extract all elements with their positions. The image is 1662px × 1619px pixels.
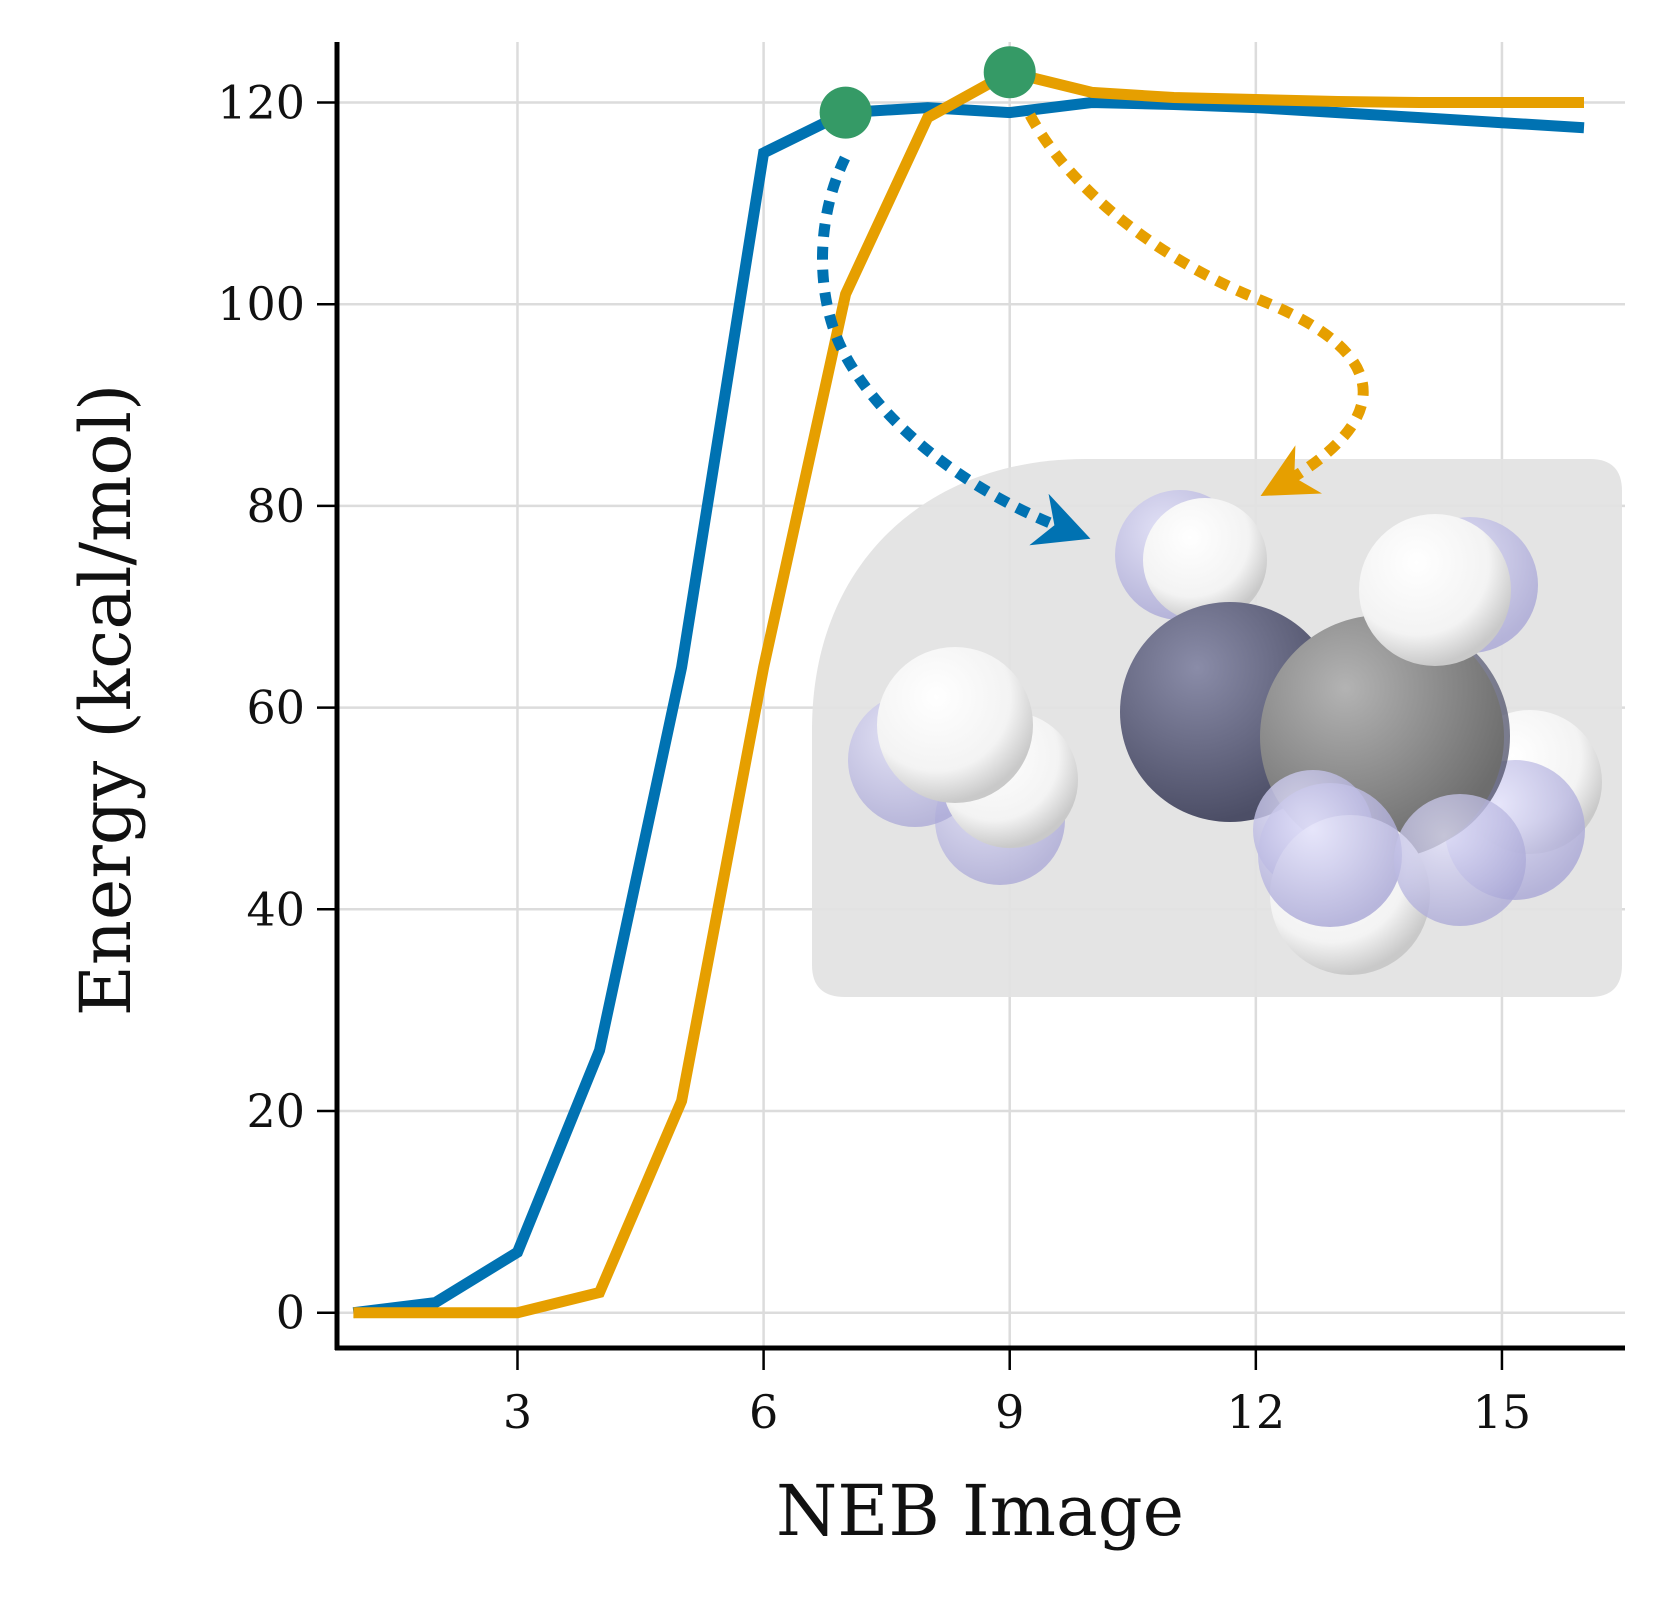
tick-layer: 3 6 9 12 15 0 20 40 60 80 100 120	[217, 76, 1531, 1439]
molecule-inset	[812, 459, 1622, 997]
y-axis-title: Energy (kcal/mol)	[65, 384, 147, 1017]
y-tick-label: 0	[276, 1286, 305, 1340]
series-line-1	[352, 96, 1585, 1319]
y-tick-label: 20	[246, 1084, 305, 1138]
y-tick-label: 60	[246, 681, 305, 735]
pointer-arrows	[817, 112, 1369, 546]
y-tick-label: 80	[246, 479, 305, 533]
x-tick-label: 3	[503, 1385, 532, 1439]
marker-layer	[819, 46, 1036, 139]
y-tick-label: 100	[217, 277, 305, 331]
orange-pointer-arrow	[1025, 112, 1369, 496]
transition-state-marker-2	[983, 46, 1036, 99]
blue-pointer-arrow	[817, 155, 1091, 546]
series-layer	[352, 66, 1585, 1319]
x-tick-label: 15	[1473, 1385, 1532, 1439]
y-tick-label: 40	[246, 882, 305, 936]
x-tick-label: 6	[749, 1385, 778, 1439]
series-line-2	[353, 66, 1584, 1319]
y-tick-label: 120	[217, 76, 305, 130]
molecule-model	[848, 490, 1602, 975]
x-axis-title: NEB Image	[776, 1470, 1184, 1552]
x-tick-label: 12	[1227, 1385, 1286, 1439]
x-tick-label: 9	[995, 1385, 1024, 1439]
transition-state-marker-1	[819, 86, 872, 139]
